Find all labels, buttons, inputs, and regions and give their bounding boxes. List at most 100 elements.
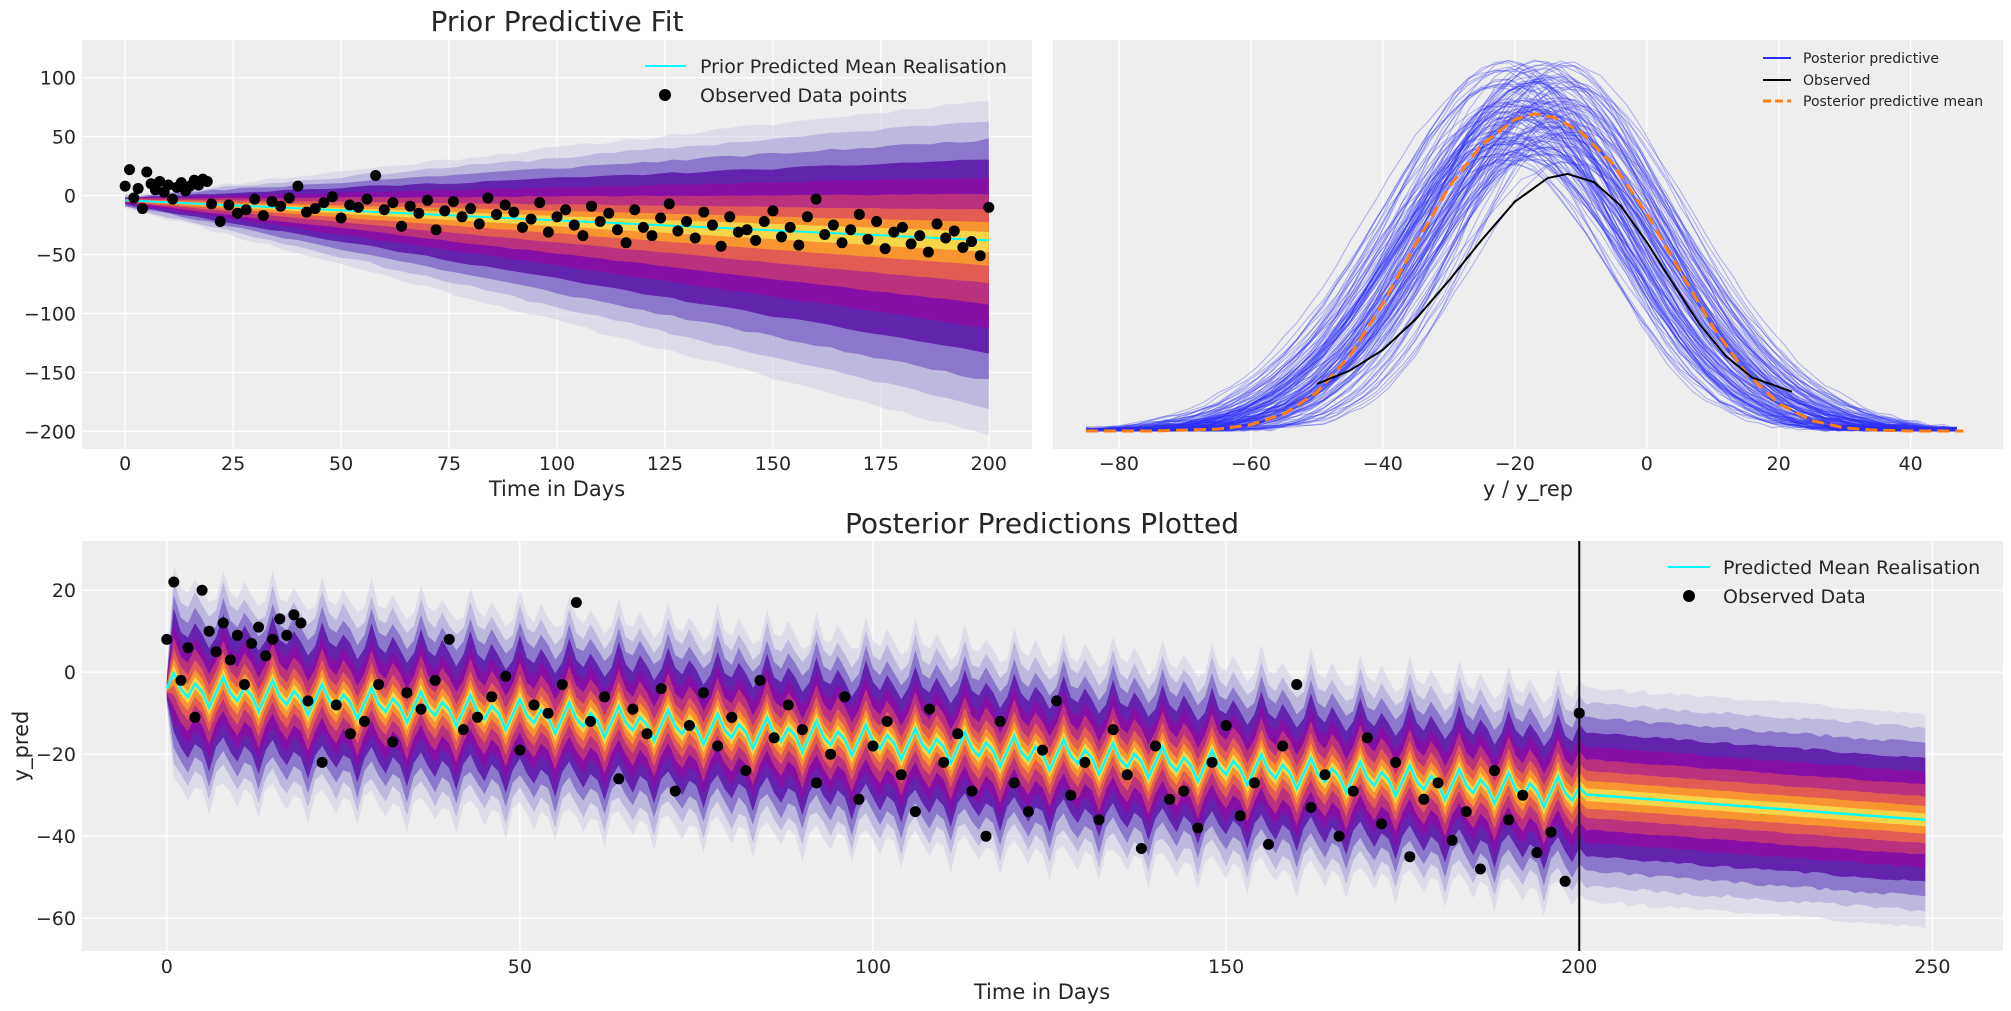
- prior-observed-point: [646, 230, 658, 242]
- prior-observed-point: [396, 220, 408, 232]
- posterior-observed-point: [1022, 806, 1034, 818]
- prior-observed-point: [249, 193, 261, 205]
- prior-x-tick-label: 50: [329, 453, 353, 475]
- prior-y-tick-label: 50: [52, 127, 76, 149]
- ppc-draw-curve: [1086, 64, 1957, 432]
- prior-observed-point: [896, 221, 908, 233]
- ppc-draw-curve: [1086, 116, 1957, 432]
- posterior-observed-point: [168, 576, 180, 588]
- ppc-draw-curves: [1085, 59, 1957, 432]
- posterior-observed-point: [994, 715, 1006, 727]
- prior-observed-point: [370, 170, 382, 182]
- ppc-draw-curve: [1085, 119, 1957, 432]
- ppc-draw-curve: [1085, 73, 1957, 432]
- posterior-y-tick-label: 20: [52, 580, 76, 602]
- posterior-observed-point: [1489, 765, 1500, 777]
- prior-observed-point: [767, 205, 779, 217]
- ppc-draw-curve: [1085, 78, 1957, 432]
- prior-observed-point: [853, 208, 865, 220]
- ppc-draw-curve: [1085, 83, 1957, 432]
- posterior-observed-point: [924, 703, 935, 715]
- prior-observed-point: [741, 224, 753, 236]
- prior-observed-point: [266, 195, 278, 207]
- prior-observed-point: [292, 180, 304, 192]
- posterior-observed-point: [415, 703, 427, 715]
- posterior-legend-observed-swatch: [1683, 590, 1695, 602]
- posterior-observed-point: [274, 613, 286, 625]
- ppc-draw-curve: [1085, 60, 1957, 432]
- prior-observed-point: [732, 226, 744, 238]
- posterior-observed-point: [443, 633, 455, 645]
- ppc-draw-curve: [1085, 154, 1957, 432]
- posterior-y-tick-labels: −60 −40 −20 0 20: [36, 580, 76, 930]
- ppc-draw-curve: [1085, 154, 1957, 432]
- ppc-draw-curve: [1085, 119, 1957, 432]
- ppc-draw-curve: [1085, 133, 1957, 431]
- ppc-legend-draws-label: Posterior predictive: [1803, 51, 1939, 67]
- posterior-observed-point: [698, 687, 709, 699]
- posterior-observed-points: [161, 576, 1585, 887]
- prior-y-tick-label: −150: [24, 362, 76, 384]
- prior-observed-point: [836, 237, 848, 249]
- prior-observed-point: [309, 203, 321, 215]
- prior-observed-point: [465, 203, 477, 215]
- prior-observed-point: [568, 219, 580, 231]
- posterior-x-tick-label: 200: [1561, 956, 1597, 978]
- posterior-observed-point: [1164, 793, 1176, 805]
- posterior-observed-point: [203, 625, 215, 637]
- prior-observed-point: [361, 193, 373, 205]
- ppc-draw-curve: [1086, 140, 1957, 432]
- posterior-observed-point: [1079, 756, 1091, 768]
- ppc-legend-mean-label: Posterior predictive mean: [1803, 94, 1983, 110]
- ppc-x-tick-label: 40: [1899, 453, 1923, 475]
- prior-observed-point: [611, 224, 623, 236]
- posterior-observed-point: [387, 736, 399, 748]
- prior-observed-point: [542, 226, 554, 238]
- ppc-draw-curve: [1085, 99, 1957, 432]
- posterior-observed-point: [1065, 789, 1077, 801]
- ppc-legend: Posterior predictive Observed Posterior …: [1763, 51, 1983, 110]
- prior-observed-point: [275, 200, 287, 212]
- ppc-draw-curve: [1085, 80, 1957, 432]
- posterior-mean-line: [165, 670, 1926, 822]
- prior-x-tick-label: 75: [437, 453, 461, 475]
- prior-observed-point: [862, 233, 874, 245]
- posterior-observed-point: [669, 785, 681, 797]
- ppc-draw-curve: [1085, 146, 1957, 432]
- posterior-observed-point: [542, 707, 554, 719]
- posterior-observed-point: [1220, 720, 1232, 731]
- posterior-observed-point: [1503, 814, 1515, 826]
- ppc-draw-curve: [1085, 128, 1957, 432]
- posterior-observed-point: [825, 748, 837, 760]
- ppc-x-tick-label: −40: [1363, 453, 1403, 475]
- ppc-x-tick-labels: −80 −60 −40 −20 0 20 40: [1099, 453, 1923, 475]
- posterior-observed-point: [1277, 740, 1289, 752]
- ppc-draw-curve: [1085, 85, 1957, 432]
- ppc-draw-curve: [1085, 159, 1957, 432]
- posterior-x-tick-labels: 0 50 100 150 200 250: [161, 956, 1951, 978]
- posterior-observed-point: [1263, 838, 1274, 850]
- prior-observed-point: [689, 232, 701, 244]
- prior-observed-point: [335, 212, 347, 224]
- ppc-draw-curve: [1085, 148, 1957, 432]
- posterior-y-tick-label: −40: [36, 826, 76, 848]
- prior-observed-point: [525, 213, 537, 225]
- posterior-observed-point: [1545, 826, 1557, 838]
- posterior-observed-point: [260, 650, 272, 662]
- ppc-draw-curve: [1085, 132, 1957, 432]
- posterior-observed-point: [627, 703, 639, 715]
- prior-observed-point: [404, 200, 416, 212]
- posterior-observed-point: [316, 756, 328, 768]
- ppc-draw-curve: [1085, 87, 1957, 432]
- prior-observed-point: [119, 180, 131, 192]
- posterior-observed-point: [344, 728, 356, 740]
- posterior-observed-point: [1474, 863, 1486, 875]
- posterior-observed-point: [429, 674, 441, 686]
- ppc-draw-curve: [1085, 67, 1957, 432]
- ppc-draw-curve: [1085, 105, 1957, 432]
- posterior-legend-observed-label: Observed Data: [1723, 586, 1866, 608]
- ppc-draw-curve: [1086, 59, 1957, 432]
- ppc-draw-curve: [1086, 103, 1957, 432]
- posterior-observed-point: [302, 695, 314, 707]
